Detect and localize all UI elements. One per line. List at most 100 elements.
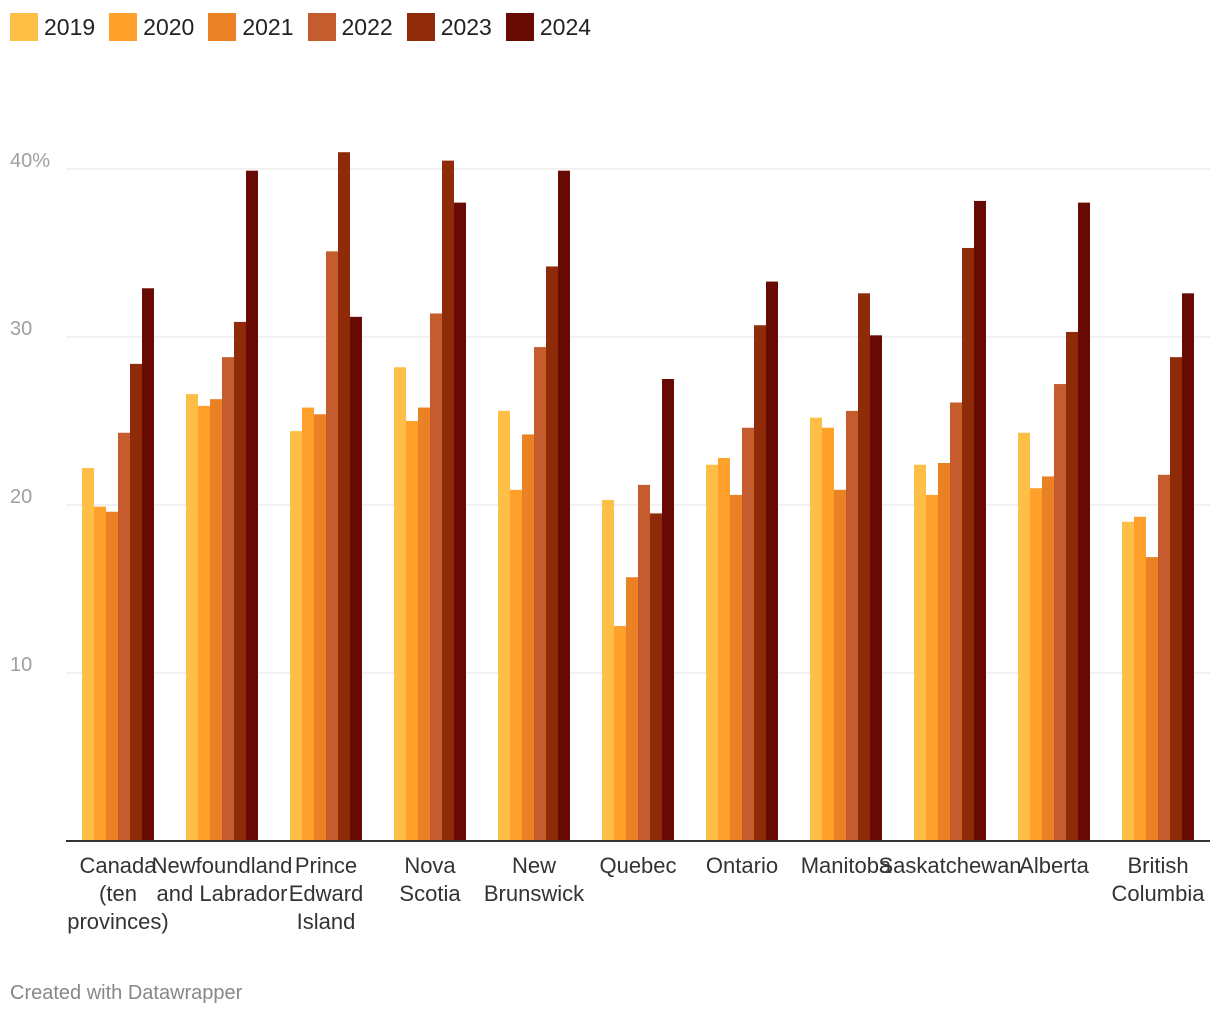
bar-2019 [602,499,614,841]
legend-swatch [208,13,237,41]
bar-2021 [1042,476,1054,841]
legend-item-2019: 2019 [10,13,95,41]
bar-2024 [142,288,154,841]
category-label: Newfoundland and Labrador [152,853,293,906]
category-label-line: Brunswick [484,881,585,906]
category-label: Quebec [599,853,676,878]
bar-2019 [914,464,926,841]
bar-2021 [626,577,638,841]
bar-chart: 10 20 30 40% Canada (ten provinces) Newfoundla… [10,150,1210,934]
bar-2019 [186,394,198,841]
category-label: Alberta [1019,853,1089,878]
bar-2019 [82,468,94,841]
bar-2020 [822,427,834,841]
bar-2022 [1054,384,1066,841]
bar-2023 [338,152,350,841]
legend-swatch [109,13,138,41]
bar-2024 [246,170,258,841]
category-label-line: provinces) [67,909,168,934]
bar-2021 [210,399,222,841]
bar-2024 [662,379,674,841]
bar-2020 [718,457,730,841]
bar-2021 [1146,557,1158,841]
bar-2021 [938,463,950,841]
bar-2024 [766,281,778,841]
category-label-line: Edward [289,881,364,906]
legend: 2019 2020 2021 2022 2023 2024 [10,10,605,44]
category-label-line: (ten [99,881,137,906]
bar-2019 [706,464,718,841]
bar-2024 [558,170,570,841]
category-label: Prince Edward Island [289,853,364,934]
bar-2020 [302,407,314,841]
bar-2019 [810,417,822,841]
bar-2021 [418,407,430,841]
category-label-line: Prince [295,853,357,878]
bar-2023 [234,321,246,841]
category-label-line: New [512,853,556,878]
category-label: British Columbia [1112,853,1206,906]
y-tick-label: 10 [10,654,32,676]
legend-label: 2024 [539,13,592,40]
legend-label: 2022 [341,13,393,40]
y-axis-ticks: 10 20 30 40% [10,150,50,676]
legend-item-2024: 2024 [505,13,592,41]
legend-label: 2020 [143,13,195,40]
category-label-line: Nova [404,853,456,878]
bar-2022 [430,313,442,842]
category-label: Manitoba [801,853,892,878]
legend-swatch [406,13,435,41]
bar-2021 [522,434,534,841]
category-label: New Brunswick [484,853,585,906]
bar-2020 [614,625,626,841]
category-label-line: Saskatchewan [878,853,1021,878]
legend-item-2020: 2020 [109,13,194,41]
bar-2022 [118,432,130,841]
bar-2023 [962,247,974,841]
bar-2024 [1182,293,1194,841]
bar-2020 [1030,488,1042,841]
category-label-line: Newfoundland [152,853,293,878]
bar-2024 [350,316,362,842]
y-tick-label: 40% [10,150,50,172]
y-tick-label: 30 [10,318,32,340]
x-axis-labels: Canada (ten provinces) Newfoundland and Labr… [67,853,1205,934]
bar-2020 [1134,516,1146,841]
bar-2023 [1066,331,1078,841]
legend-swatch [10,13,38,41]
bar-2024 [1078,202,1090,842]
bar-2020 [198,405,210,841]
category-label-line: Columbia [1112,881,1206,906]
footer-credit: Created with Datawrapper [10,982,243,1004]
category-label: Nova Scotia [399,853,461,906]
bar-2020 [94,506,106,841]
bar-2024 [974,200,986,842]
category-label-line: Canada [79,853,157,878]
legend-label: 2021 [242,13,294,40]
bar-2022 [534,347,546,841]
category-label-line: Manitoba [801,853,892,878]
bar-2023 [754,325,766,841]
bars [82,152,1194,842]
category-label-line: Quebec [599,853,676,878]
category-label-line: Scotia [399,881,461,906]
bar-2019 [394,367,406,841]
legend-swatch [307,13,336,41]
bar-2020 [926,494,938,841]
bar-2024 [454,202,466,842]
legend-item-2023: 2023 [406,13,492,41]
bar-2021 [834,489,846,841]
bar-2021 [314,414,326,841]
y-tick-label: 20 [10,486,32,508]
bar-2022 [638,484,650,841]
category-label-line: British [1127,853,1188,878]
bar-2023 [442,160,454,842]
bar-2022 [742,427,754,841]
bar-2022 [222,357,234,841]
bar-2020 [406,421,418,841]
bar-2021 [106,511,118,841]
bar-2022 [1158,474,1170,841]
category-label-line: Alberta [1019,853,1089,878]
bar-2020 [510,489,522,841]
legend-swatch [505,13,534,41]
